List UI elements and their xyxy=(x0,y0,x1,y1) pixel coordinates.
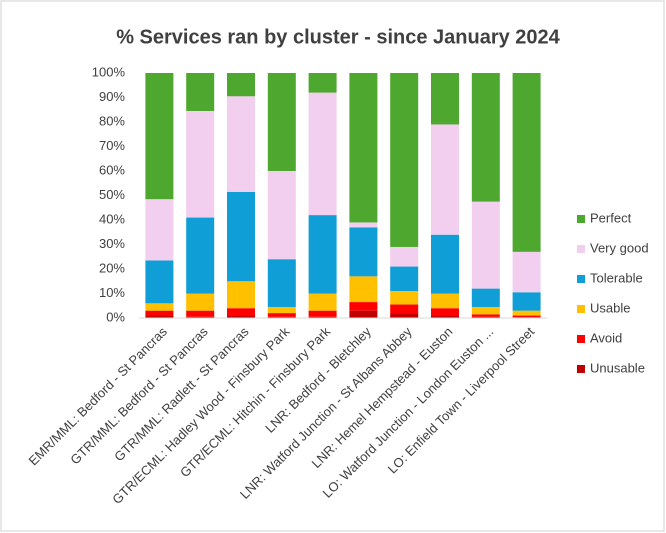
bar-segment xyxy=(431,124,459,235)
bar-segment xyxy=(390,313,419,318)
bar-segment xyxy=(390,291,419,305)
bar-segment xyxy=(471,73,500,202)
bar-segment xyxy=(471,306,500,315)
y-tick-label: 30% xyxy=(99,236,125,251)
bar-segment xyxy=(431,73,459,125)
bar-segment xyxy=(431,293,459,309)
bar-segment xyxy=(267,316,296,318)
y-tick-label: 60% xyxy=(99,162,125,177)
bar-segment xyxy=(349,227,378,277)
bar-segment xyxy=(308,73,337,93)
bar-segment xyxy=(186,110,215,218)
bar-segment xyxy=(390,73,419,247)
y-tick-label: 90% xyxy=(99,89,125,104)
bar-segment xyxy=(267,73,296,171)
y-tick-label: 80% xyxy=(99,113,125,128)
bar-segment xyxy=(186,316,215,318)
bar-segment xyxy=(227,96,255,192)
chart-title: % Services ran by cluster - since Januar… xyxy=(116,26,560,48)
legend-swatch xyxy=(577,305,585,313)
bar-segment xyxy=(349,222,378,228)
legend-swatch xyxy=(577,245,585,253)
bar-segment xyxy=(186,73,215,111)
legend-swatch xyxy=(577,365,585,373)
bar-segment xyxy=(227,191,255,282)
bar-segment xyxy=(390,266,419,292)
bar-segment xyxy=(227,281,255,309)
bar-segment xyxy=(349,276,378,303)
y-tick-label: 0% xyxy=(106,309,125,324)
bar-segment xyxy=(431,315,459,318)
bar-segment xyxy=(512,315,541,318)
bar-segment xyxy=(390,246,419,267)
bar-segment xyxy=(186,217,215,294)
legend-swatch xyxy=(577,275,585,283)
y-tick-label: 40% xyxy=(99,211,125,226)
bar-segment xyxy=(308,310,337,317)
bar-segment xyxy=(267,306,296,314)
bar-segment xyxy=(349,310,378,318)
bar-segment xyxy=(308,293,337,311)
y-tick-label: 20% xyxy=(99,260,125,275)
y-tick-label: 50% xyxy=(99,187,125,202)
bar-segment xyxy=(471,314,500,317)
bar-segment xyxy=(471,288,500,307)
bar-segment xyxy=(308,215,337,294)
bar-segment xyxy=(431,234,459,294)
legend-swatch xyxy=(577,215,585,223)
bar-segment xyxy=(308,316,337,318)
legend-label: Unusable xyxy=(590,360,645,375)
y-tick-label: 70% xyxy=(99,138,125,153)
bar-segment xyxy=(145,310,174,316)
legend-label: Avoid xyxy=(590,330,622,345)
legend-swatch xyxy=(577,335,585,343)
bar-segment xyxy=(267,171,296,260)
legend-label: Very good xyxy=(590,240,649,255)
bar-segment xyxy=(512,292,541,311)
bar-segment xyxy=(431,308,459,316)
bar-segment xyxy=(349,302,378,311)
bar-segment xyxy=(186,293,215,311)
legend-label: Tolerable xyxy=(590,270,643,285)
bar-segment xyxy=(471,316,500,318)
bar-segment xyxy=(227,73,255,97)
bar-segment xyxy=(267,313,296,317)
bar-segment xyxy=(145,73,174,200)
bar-segment xyxy=(349,73,378,223)
bar-segment xyxy=(186,310,215,317)
bar-segment xyxy=(227,308,255,316)
bar-segment xyxy=(308,92,337,216)
bar-segment xyxy=(145,315,174,318)
bar-segment xyxy=(267,259,296,307)
bar-segment xyxy=(512,251,541,293)
bar-segment xyxy=(145,303,174,311)
y-tick-label: 100% xyxy=(92,64,126,79)
bar-segment xyxy=(390,304,419,314)
bar-segment xyxy=(145,199,174,261)
legend-label: Usable xyxy=(590,300,630,315)
bar-segment xyxy=(227,315,255,318)
bar-segment xyxy=(145,260,174,304)
y-tick-label: 10% xyxy=(99,285,125,300)
legend-label: Perfect xyxy=(590,210,632,225)
bar-segment xyxy=(471,201,500,289)
bar-segment xyxy=(512,73,541,252)
bar-segment xyxy=(512,310,541,316)
